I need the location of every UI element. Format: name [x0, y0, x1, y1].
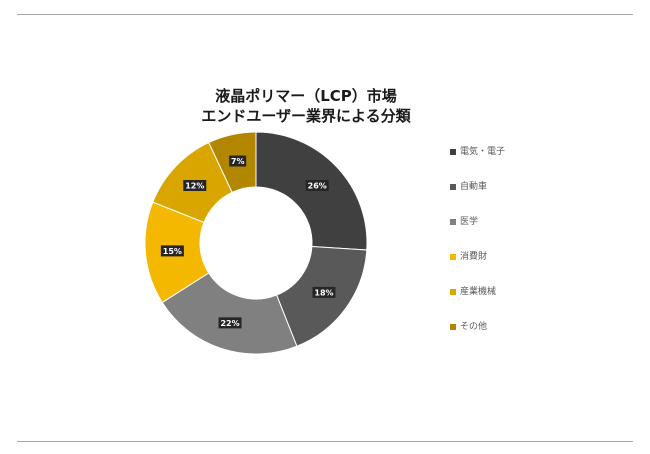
- legend-swatch: [450, 324, 456, 330]
- slice-data-label-text: 7%: [231, 157, 245, 166]
- chart-title: 液晶ポリマー（LCP）市場 エンドユーザー業界による分類: [150, 86, 462, 126]
- legend-label: その他: [460, 322, 488, 332]
- legend-label: 消費財: [460, 252, 488, 262]
- legend-item-5: 産業機械: [450, 286, 505, 321]
- legend-item-1: 電気・電子: [450, 146, 505, 181]
- slice-data-label-text: 15%: [163, 247, 182, 256]
- slice-data-label-box: [312, 286, 336, 298]
- legend-label: 電気・電子: [460, 147, 506, 157]
- slice-data-label-5: 12%: [183, 179, 207, 191]
- slice-data-label-box: [160, 245, 184, 257]
- legend-item-4: 消費財: [450, 251, 505, 286]
- chart-title-line-2: エンドユーザー業界による分類: [201, 107, 411, 125]
- slice-data-label-box: [229, 155, 247, 167]
- legend-label: 自動車: [460, 182, 488, 192]
- legend-swatch: [450, 184, 456, 190]
- chart-title-line-1: 液晶ポリマー（LCP）市場: [215, 87, 397, 105]
- slice-data-label-box: [305, 179, 329, 191]
- legend-swatch: [450, 289, 456, 295]
- slice-data-label-box: [183, 179, 207, 191]
- legend-label: 医学: [460, 217, 479, 227]
- chart-legend: 電気・電子自動車医学消費財産業機械その他: [450, 146, 505, 356]
- legend-label: 産業機械: [460, 287, 497, 297]
- slice-data-label-4: 15%: [160, 245, 184, 257]
- slice-data-label-text: 26%: [308, 181, 327, 190]
- legend-swatch: [450, 219, 456, 225]
- slice-data-label-3: 22%: [218, 317, 242, 329]
- slice-data-label-text: 12%: [185, 181, 204, 190]
- slice-data-label-text: 22%: [220, 319, 239, 328]
- legend-item-6: その他: [450, 321, 505, 356]
- legend-item-2: 自動車: [450, 181, 505, 216]
- slice-data-label-text: 18%: [314, 288, 333, 297]
- legend-item-3: 医学: [450, 216, 505, 251]
- legend-swatch: [450, 149, 456, 155]
- slice-data-label-6: 7%: [229, 155, 247, 167]
- legend-swatch: [450, 254, 456, 260]
- slice-data-label-2: 18%: [312, 286, 336, 298]
- slice-data-label-box: [218, 317, 242, 329]
- bottom-divider: [17, 441, 633, 442]
- top-divider: [17, 14, 633, 15]
- slice-data-label-1: 26%: [305, 179, 329, 191]
- donut-slice-3: [161, 272, 298, 355]
